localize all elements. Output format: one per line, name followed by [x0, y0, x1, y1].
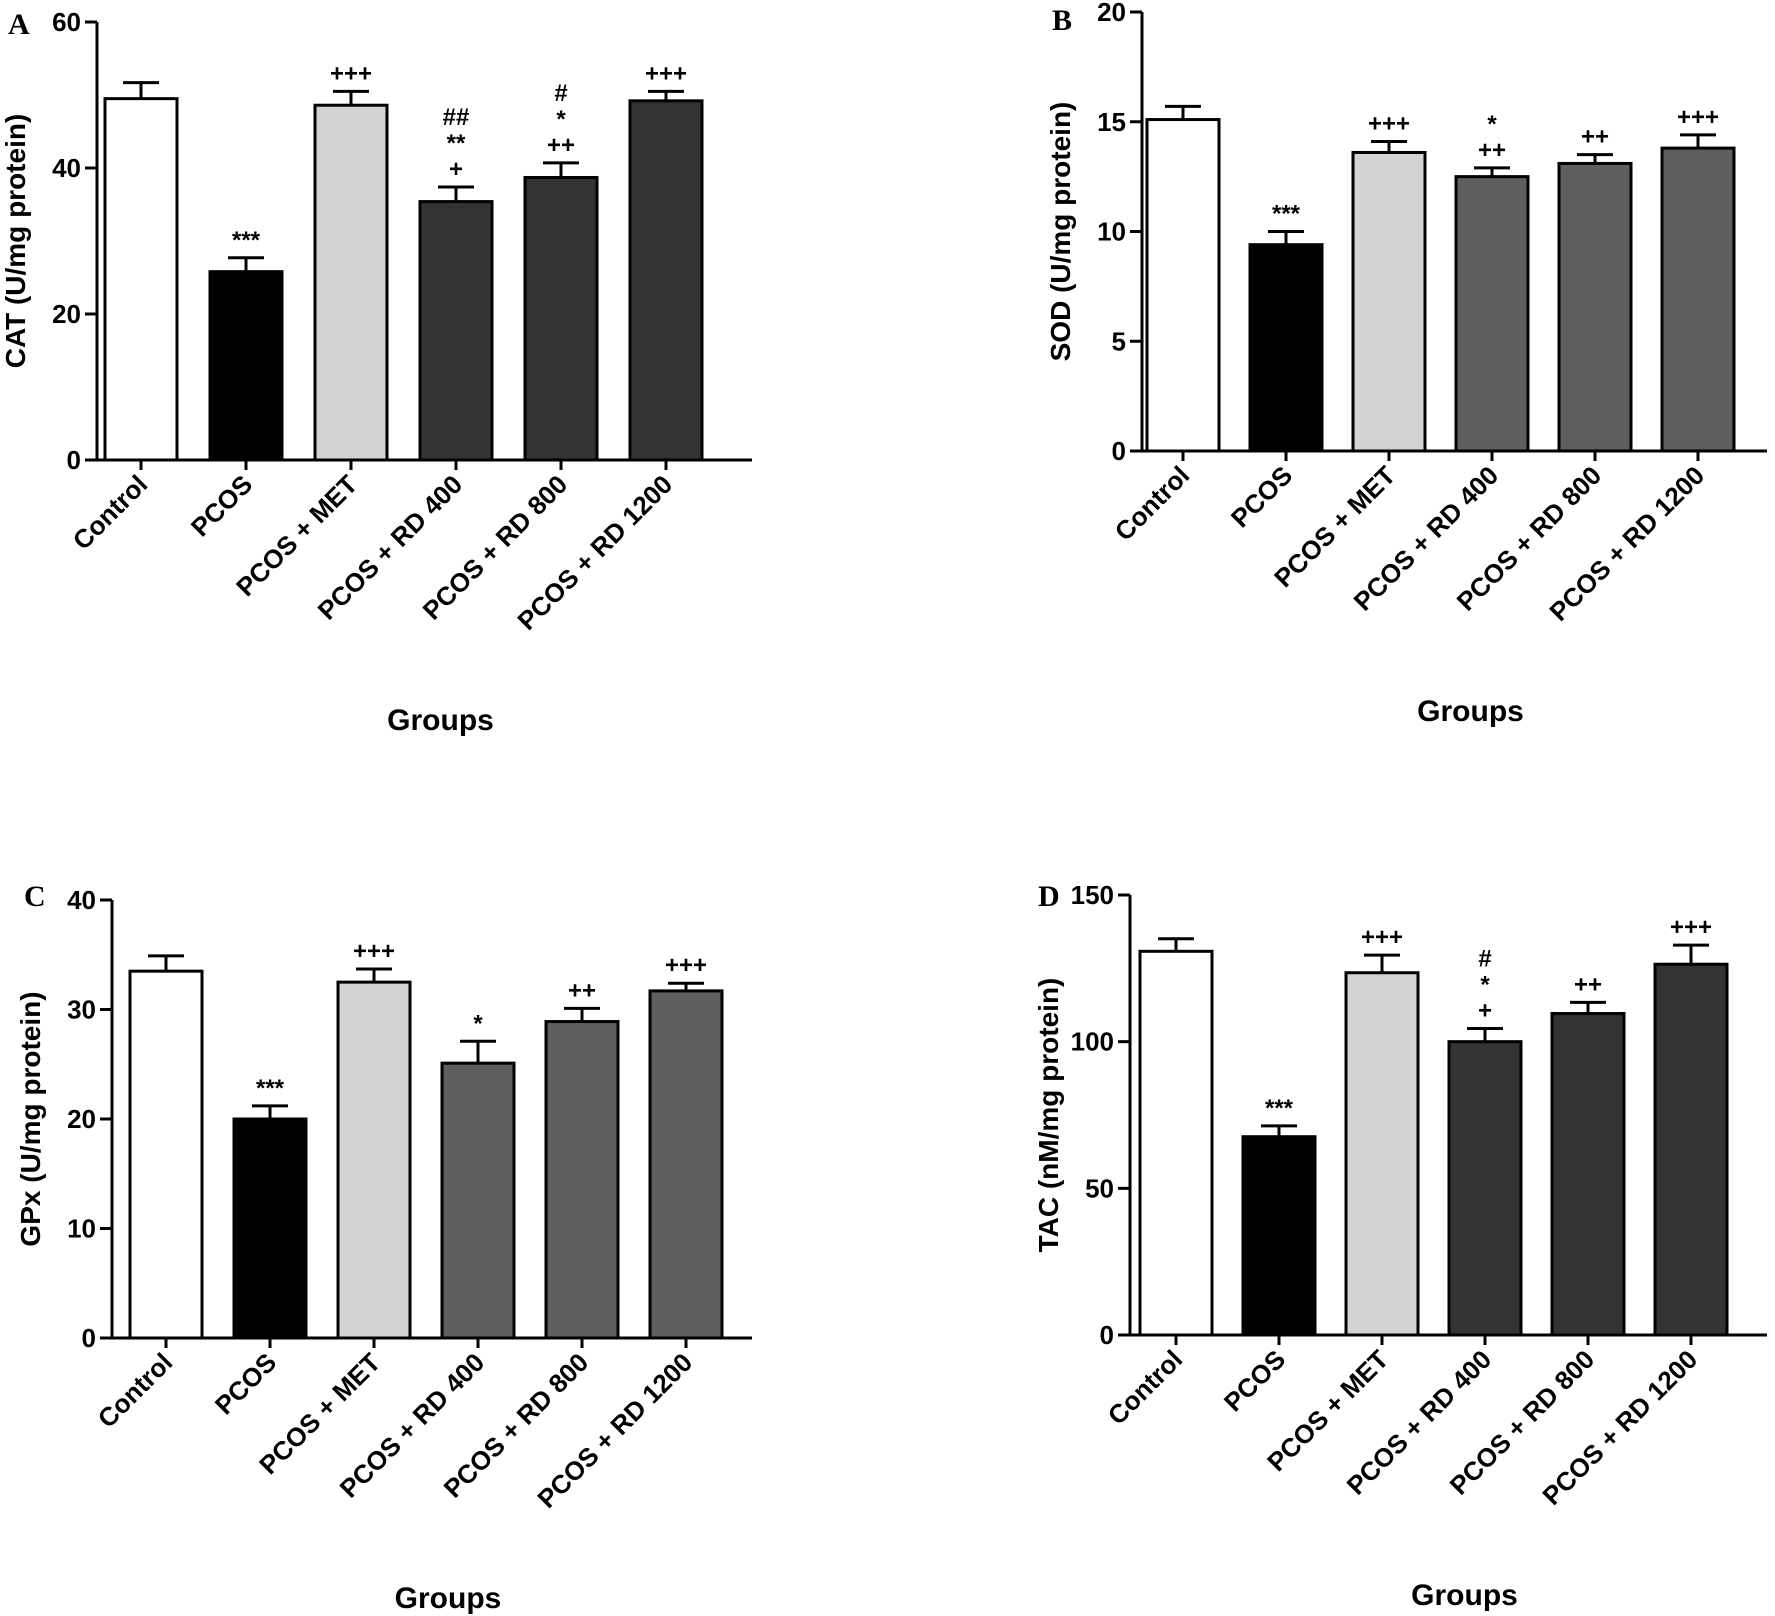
x-tick-label: Control [1102, 1344, 1189, 1431]
bar [648, 989, 724, 1340]
y-tick-label: 60 [52, 7, 81, 37]
bar [1454, 175, 1530, 453]
y-axis-label: TAC (nM/mg protein) [1033, 978, 1064, 1253]
significance-mark: +++ [1677, 104, 1719, 131]
significance-mark: ++ [1574, 971, 1602, 998]
bar [1550, 1012, 1626, 1337]
bar [232, 1117, 308, 1340]
bar [1138, 949, 1214, 1337]
panel-letter: B [1052, 4, 1072, 37]
y-axis-label: GPx (U/mg protein) [15, 991, 46, 1246]
x-axis-label: Groups [1417, 695, 1524, 728]
y-tick-label: 150 [1071, 880, 1114, 910]
panel-c: C 0 10 20 30 40 GPx (U/mg protein) Control PCOS *… [15, 880, 752, 1615]
significance-mark: +++ [1361, 924, 1403, 951]
y-tick-label: 10 [67, 1214, 96, 1244]
y-tick-label: 40 [67, 885, 96, 915]
y-tick-label: 0 [1112, 436, 1126, 466]
y-tick-label: 30 [67, 995, 96, 1025]
y-tick-label: 0 [1100, 1320, 1114, 1350]
bar [1660, 146, 1736, 453]
y-tick-label: 0 [67, 445, 81, 475]
significance-mark: *** [1272, 201, 1301, 228]
x-tick-label: PCOS [1218, 1344, 1291, 1417]
x-tick-label: Control [67, 469, 154, 556]
significance-mark: ++ [547, 132, 575, 159]
significance-mark: ++ [1581, 124, 1609, 151]
significance-mark: * [1480, 971, 1490, 998]
significance-mark: +++ [330, 60, 372, 87]
significance-mark: +++ [645, 60, 687, 87]
significance-mark: + [1478, 997, 1492, 1024]
y-tick-label: 50 [1085, 1173, 1114, 1203]
x-axis-label: Groups [387, 704, 494, 737]
x-tick-label: Control [1109, 460, 1196, 547]
x-axis-label: Groups [395, 1582, 502, 1615]
significance-mark: * [1487, 111, 1497, 138]
panel-letter: D [1038, 880, 1060, 913]
significance-mark: *** [256, 1075, 285, 1102]
significance-mark: +++ [353, 938, 395, 965]
bar [1344, 971, 1420, 1337]
bar [1248, 243, 1324, 453]
bar [128, 969, 204, 1340]
significance-mark: ++ [568, 977, 596, 1004]
x-axis-label: Groups [1411, 1579, 1518, 1612]
significance-mark: +++ [665, 952, 707, 979]
significance-mark: ## [443, 104, 470, 131]
y-axis-label: CAT (U/mg protein) [0, 114, 31, 369]
y-tick-label: 40 [52, 153, 81, 183]
significance-mark: +++ [1368, 111, 1410, 138]
panel-letter: A [8, 8, 30, 41]
x-tick-label: Control [92, 1347, 179, 1434]
significance-mark: ** [447, 130, 466, 157]
bar [418, 200, 494, 462]
bar [523, 175, 599, 462]
significance-mark: # [554, 80, 567, 107]
bar [313, 103, 389, 462]
x-tick-label: PCOS [209, 1347, 282, 1420]
significance-mark: + [449, 156, 463, 183]
bar [628, 99, 704, 462]
bar [1241, 1135, 1317, 1337]
y-tick-label: 20 [52, 299, 81, 329]
bar [440, 1061, 516, 1340]
significance-mark: * [556, 106, 566, 133]
bar [1447, 1040, 1523, 1337]
y-tick-label: 0 [82, 1323, 96, 1353]
bar [1145, 118, 1221, 453]
bar [544, 1020, 620, 1340]
panel-d: D 0 50 100 150 TAC (nM/mg protein) Control PCOS… [1033, 880, 1767, 1612]
y-tick-label: 10 [1097, 217, 1126, 247]
significance-mark: ++ [1478, 137, 1506, 164]
y-tick-label: 20 [67, 1104, 96, 1134]
bar [1351, 150, 1427, 453]
bar [103, 97, 179, 462]
significance-mark: *** [232, 227, 261, 254]
y-axis-label: SOD (U/mg protein) [1045, 102, 1076, 362]
bar [336, 980, 412, 1340]
significance-mark: +++ [1670, 914, 1712, 941]
x-tick-label: PCOS [1225, 460, 1298, 533]
significance-mark: # [1478, 945, 1491, 972]
panel-letter: C [24, 880, 46, 913]
significance-mark: * [473, 1010, 483, 1037]
y-tick-label: 20 [1097, 0, 1126, 27]
y-tick-label: 100 [1071, 1027, 1114, 1057]
significance-mark: *** [1265, 1095, 1294, 1122]
bar [1653, 962, 1729, 1337]
y-tick-label: 5 [1112, 326, 1126, 356]
x-tick-label: PCOS [185, 469, 258, 542]
bar [208, 270, 284, 462]
bar [1557, 161, 1633, 453]
y-tick-label: 15 [1097, 107, 1126, 137]
